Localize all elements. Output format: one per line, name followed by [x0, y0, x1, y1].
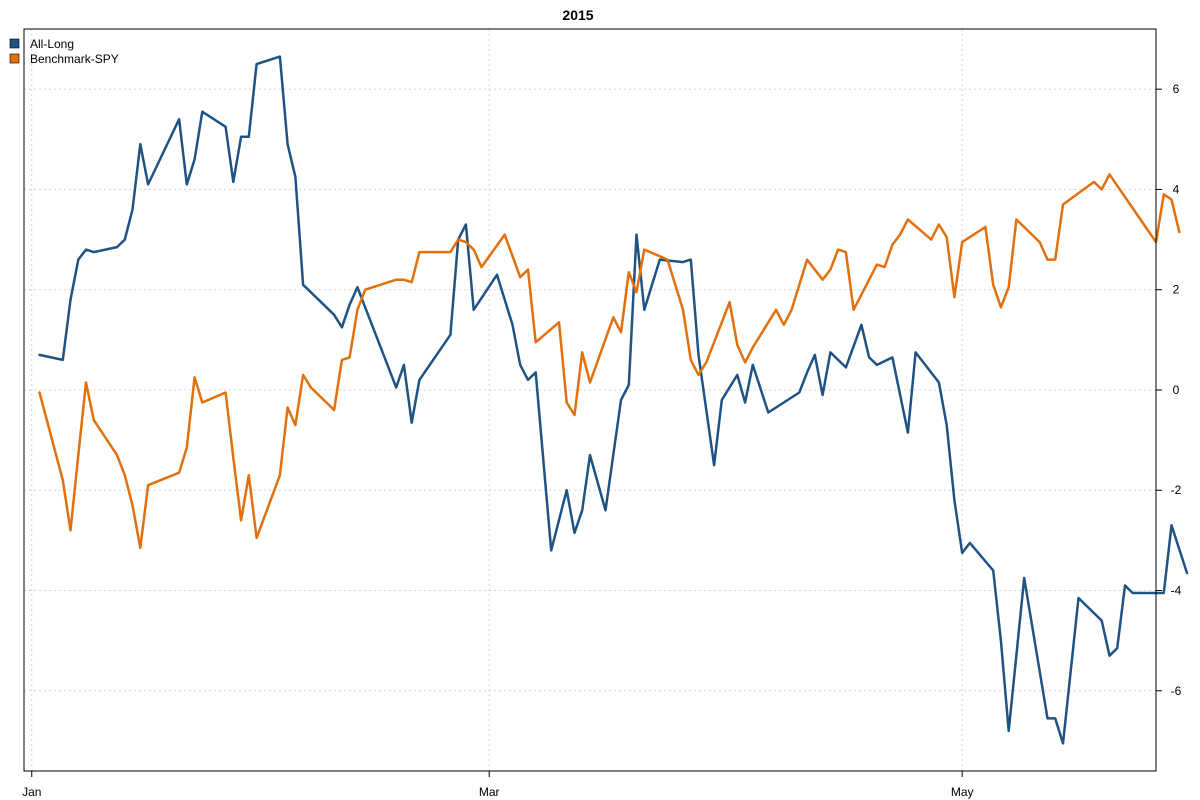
y-axis: -6 -4 -2 0 2 4 6 [1156, 82, 1182, 698]
y-tick-label: -4 [1171, 584, 1182, 598]
grid [24, 29, 1156, 771]
y-tick-label: -6 [1171, 684, 1182, 698]
series-line-benchmark-spy [38, 173, 1181, 550]
x-tick-label: Jan [22, 785, 41, 799]
series-lines [38, 55, 1189, 745]
plot-frame [23, 28, 1157, 772]
y-tick-label: 4 [1173, 182, 1180, 196]
x-tick-label: Mar [479, 785, 500, 799]
legend-swatch [9, 38, 20, 49]
x-tick-label: May [951, 785, 974, 799]
legend-swatch [9, 53, 20, 64]
y-tick-label: 2 [1173, 283, 1180, 297]
legend-label: All-Long [30, 37, 74, 51]
y-tick-label: 0 [1173, 383, 1180, 397]
y-tick-label: 6 [1173, 82, 1180, 96]
chart-title: 2015 [562, 7, 593, 23]
series-line-all-long [38, 55, 1189, 745]
y-tick-label: -2 [1171, 483, 1182, 497]
legend-label: Benchmark-SPY [30, 52, 119, 66]
x-axis: Jan Mar May [22, 771, 974, 799]
